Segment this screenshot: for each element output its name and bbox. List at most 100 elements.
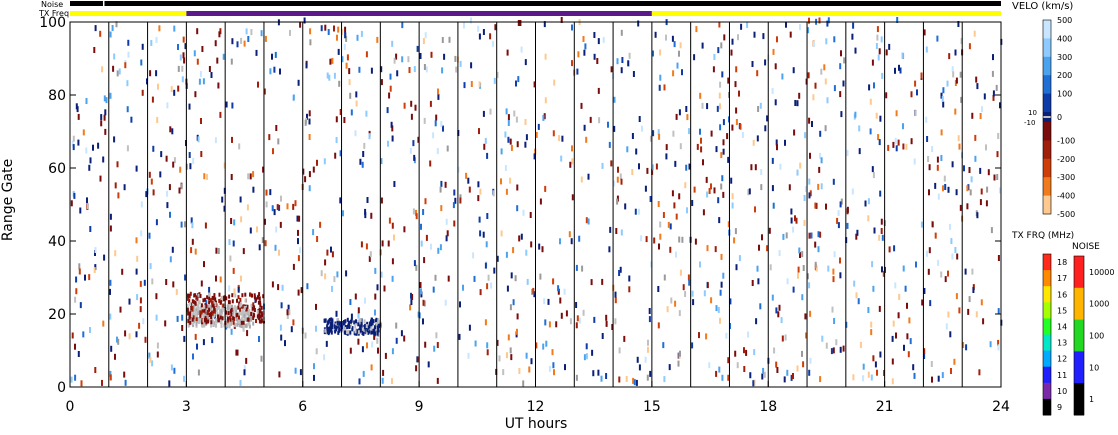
echo-point — [444, 181, 447, 188]
echo-point — [771, 185, 774, 192]
echo-point — [214, 308, 217, 312]
echo-point — [587, 218, 590, 225]
echo-point — [335, 325, 338, 330]
echo-point — [962, 342, 965, 348]
echo-point — [231, 102, 234, 109]
echo-point — [685, 106, 688, 112]
echo-point — [268, 134, 271, 141]
echo-point — [771, 294, 774, 301]
echo-point — [465, 172, 468, 179]
echo-point — [358, 318, 361, 325]
echo-point — [878, 139, 881, 146]
echo-point — [477, 195, 480, 202]
echo-point — [559, 297, 562, 304]
echo-point — [618, 270, 621, 276]
echo-point — [902, 123, 904, 130]
echo-point — [506, 285, 509, 292]
echo-point — [759, 102, 762, 109]
echo-point — [721, 374, 724, 381]
echo-point — [371, 341, 374, 348]
echo-point — [401, 22, 404, 29]
echo-point — [516, 205, 519, 212]
echo-point — [109, 92, 112, 99]
echo-point — [857, 298, 860, 305]
echo-point — [657, 322, 660, 329]
echo-point — [422, 209, 425, 215]
echo-point — [659, 233, 662, 240]
echo-point — [560, 155, 563, 162]
echo-point — [505, 251, 508, 258]
echo-point — [620, 229, 623, 236]
echo-point — [249, 292, 252, 297]
noise-colorbar-tick-label: 1000 — [1089, 300, 1109, 309]
echo-point — [88, 274, 91, 281]
echo-point — [155, 219, 158, 226]
echo-point — [942, 87, 945, 94]
echo-point — [245, 323, 247, 328]
echo-point — [287, 304, 290, 311]
echo-point — [808, 17, 810, 24]
echo-point — [297, 238, 299, 245]
echo-point — [148, 171, 151, 178]
echo-point — [923, 29, 926, 36]
echo-point — [233, 288, 236, 295]
echo-point — [663, 376, 666, 383]
echo-point — [505, 188, 508, 195]
echo-point — [796, 100, 799, 107]
echo-point — [730, 49, 733, 56]
echo-point — [804, 132, 807, 139]
noise-bar-label: Noise — [41, 0, 63, 9]
echo-point — [299, 247, 301, 254]
txfreq-colorbar-cell — [1043, 270, 1051, 287]
echo-point — [929, 300, 932, 307]
echo-point — [987, 169, 990, 176]
echo-point — [308, 110, 311, 117]
echo-point — [197, 304, 200, 309]
echo-point — [395, 322, 398, 329]
txfreq-colorbar-cell — [1043, 398, 1051, 416]
echo-point — [882, 270, 885, 277]
echo-point — [710, 130, 713, 137]
txfreq-colorbar-cell — [1043, 350, 1051, 368]
echo-point — [647, 339, 649, 346]
echo-point — [597, 38, 600, 45]
echo-point — [227, 316, 229, 321]
echo-point — [788, 184, 791, 191]
echo-point — [370, 327, 373, 331]
echo-point — [515, 116, 518, 123]
echo-point — [714, 246, 717, 253]
echo-point — [993, 174, 996, 181]
echo-point — [117, 338, 120, 345]
echo-point — [354, 293, 357, 300]
echo-point — [337, 330, 340, 335]
echo-point — [799, 162, 802, 169]
echo-point — [345, 270, 348, 277]
echo-point — [713, 187, 716, 194]
echo-point — [148, 352, 151, 359]
echo-point — [980, 188, 983, 195]
echo-point — [191, 299, 194, 304]
echo-point — [439, 186, 442, 193]
echo-point — [214, 302, 217, 307]
echo-point — [261, 313, 264, 318]
echo-point — [366, 328, 369, 333]
echo-point — [246, 304, 249, 309]
echo-point — [569, 161, 572, 168]
echo-point — [139, 297, 142, 304]
echo-point — [487, 274, 490, 281]
echo-point — [439, 244, 442, 251]
txfreq-colorbar-tick-label: 16 — [1057, 290, 1067, 299]
echo-point — [825, 203, 827, 210]
echo-point — [429, 160, 432, 167]
echo-point — [783, 376, 786, 383]
txfreq-colorbar-tick-label: 9 — [1057, 403, 1062, 412]
echo-point — [867, 307, 870, 313]
echo-point — [867, 215, 870, 222]
echo-point — [578, 317, 581, 324]
echo-point — [419, 282, 422, 288]
echo-point — [776, 36, 778, 43]
echo-point — [424, 198, 427, 205]
echo-point — [119, 306, 122, 313]
echo-point — [228, 322, 231, 327]
echo-point — [895, 332, 897, 339]
